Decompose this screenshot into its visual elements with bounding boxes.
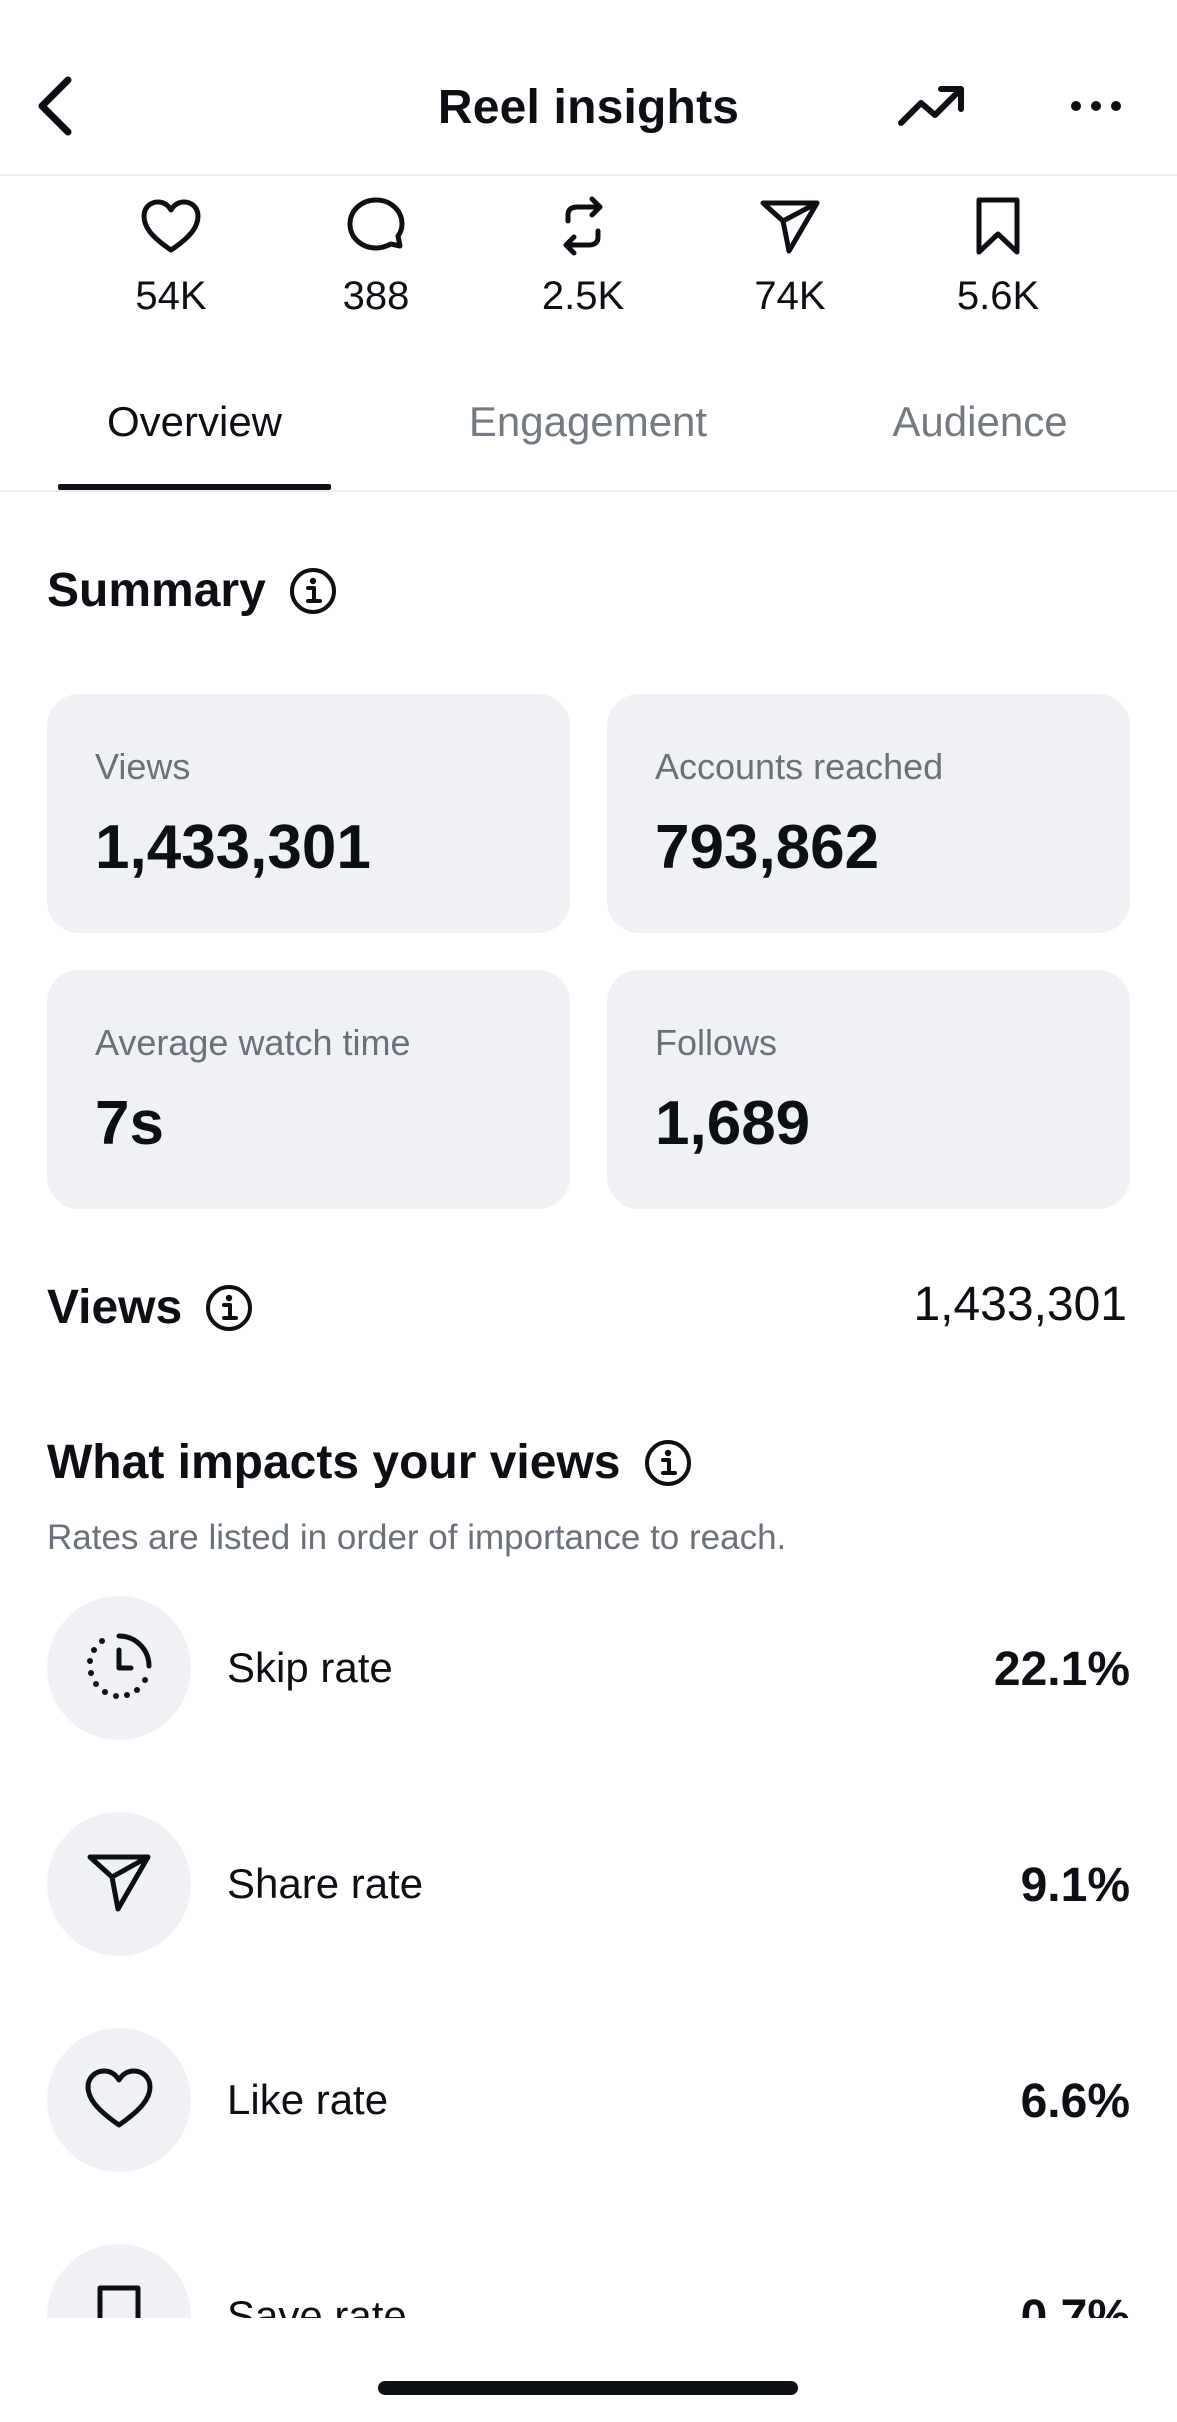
info-icon[interactable]: [288, 566, 338, 616]
rate-value: 22.1%: [993, 1643, 1130, 1696]
tab-engagement[interactable]: Engagement: [468, 398, 708, 445]
impacts-title: What impacts your views: [47, 1436, 621, 1489]
repost-icon: [508, 190, 658, 262]
bookmark-icon: [94, 2284, 144, 2318]
chevron-left-icon: [32, 76, 76, 141]
rate-label: Share rate: [227, 1860, 424, 1907]
rate-row-like[interactable]: Like rate 6.6%: [47, 2028, 1130, 2172]
share-icon: [715, 190, 865, 262]
stat-shares-value: 74K: [754, 274, 826, 318]
more-horizontal-icon: [1070, 99, 1122, 117]
views-heading: Views: [47, 1280, 254, 1335]
stat-comments[interactable]: 388: [301, 190, 451, 319]
comment-icon: [301, 190, 451, 262]
page-title: Reel insights: [437, 81, 740, 134]
clock-icon: [83, 1630, 155, 1707]
stat-likes-value: 54K: [135, 274, 207, 318]
views-title: Views: [47, 1281, 183, 1334]
rate-icon-badge: [47, 2028, 191, 2172]
card-value: 793,862: [655, 813, 880, 882]
trend-button[interactable]: [890, 72, 974, 144]
share-icon: [86, 1851, 152, 1918]
stat-saves-value: 5.6K: [956, 274, 1040, 318]
views-total-value: 1,433,301: [913, 1278, 1127, 1331]
rate-icon-badge: [47, 2244, 191, 2318]
rate-row-share[interactable]: Share rate 9.1%: [47, 1812, 1130, 1956]
card-value: 1,433,301: [95, 813, 371, 882]
trending-up-icon: [897, 83, 967, 134]
summary-card-average-watch-time[interactable]: Average watch time 7s: [47, 970, 570, 1209]
tab-overview[interactable]: Overview: [106, 398, 283, 445]
stat-shares[interactable]: 74K: [715, 190, 865, 319]
card-label: Average watch time: [95, 1022, 411, 1063]
summary-heading: Summary: [47, 563, 338, 618]
stat-comments-value: 388: [342, 274, 410, 318]
heart-icon: [96, 190, 246, 262]
card-value: 1,689: [655, 1089, 811, 1158]
card-label: Follows: [655, 1022, 778, 1063]
stat-saves[interactable]: 5.6K: [923, 190, 1073, 319]
more-options-button[interactable]: [1056, 72, 1136, 144]
stat-reposts-value: 2.5K: [541, 274, 625, 318]
scroll-viewport[interactable]: Reel insights 54K 388: [0, 0, 1177, 2318]
summary-title: Summary: [47, 564, 266, 617]
top-bar: Reel insights: [0, 0, 1177, 176]
summary-card-views[interactable]: Views 1,433,301: [47, 694, 570, 933]
info-icon[interactable]: [643, 1438, 693, 1488]
home-indicator[interactable]: [378, 2381, 798, 2395]
interaction-stats: 54K 388 2.5K 74K 5.6K: [0, 190, 1177, 340]
info-icon[interactable]: [204, 1283, 254, 1333]
rate-value: 6.6%: [1020, 2075, 1130, 2128]
heart-icon: [84, 2067, 154, 2134]
impacts-subtitle: Rates are listed in order of importance …: [47, 1518, 787, 1557]
stat-reposts[interactable]: 2.5K: [508, 190, 658, 319]
summary-card-accounts-reached[interactable]: Accounts reached 793,862: [607, 694, 1130, 933]
rate-row-save[interactable]: Save rate 0.7%: [47, 2244, 1130, 2318]
bookmark-icon: [923, 190, 1073, 262]
stat-likes[interactable]: 54K: [96, 190, 246, 319]
tab-audience[interactable]: Audience: [892, 398, 1068, 445]
impacts-heading: What impacts your views: [47, 1435, 693, 1490]
active-tab-indicator: [58, 484, 331, 490]
rate-value: 9.1%: [1020, 1859, 1130, 1912]
card-label: Accounts reached: [655, 746, 944, 787]
rate-icon-badge: [47, 1812, 191, 1956]
rate-row-skip[interactable]: Skip rate 22.1%: [47, 1596, 1130, 1740]
rate-value: 0.7%: [1020, 2291, 1130, 2318]
summary-card-follows[interactable]: Follows 1,689: [607, 970, 1130, 1209]
card-label: Views: [95, 746, 191, 787]
rate-label: Save rate: [227, 2292, 407, 2318]
rate-label: Skip rate: [227, 1644, 393, 1691]
rate-label: Like rate: [227, 2076, 389, 2123]
back-button[interactable]: [18, 72, 90, 144]
card-value: 7s: [95, 1089, 164, 1158]
rate-icon-badge: [47, 1596, 191, 1740]
tab-bar: Overview Engagement Audience: [0, 380, 1177, 492]
